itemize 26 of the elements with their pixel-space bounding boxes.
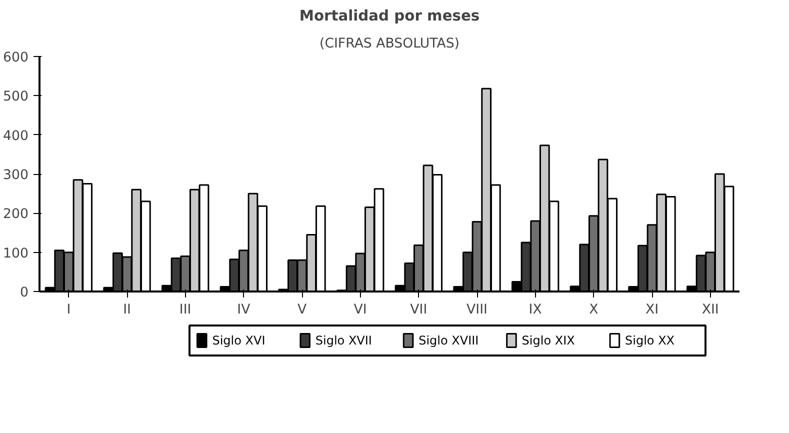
x-tick-label: IX <box>528 302 542 318</box>
legend-label: Siglo XVIII <box>418 334 479 348</box>
x-tick-label: X <box>589 302 598 318</box>
x-tick-label: VIII <box>466 302 488 318</box>
y-tick-label: 600 <box>3 50 29 66</box>
x-tick-label: VII <box>410 302 428 318</box>
x-tick-label: V <box>297 302 307 318</box>
chart-title: Mortalidad por meses <box>299 8 480 24</box>
y-tick-label: 100 <box>3 246 29 262</box>
x-tick-label: II <box>123 302 131 318</box>
y-tick-label: 0 <box>20 286 29 300</box>
legend-label: Siglo XIX <box>522 334 575 348</box>
x-tick-label: XI <box>645 302 659 318</box>
y-tick-label: 200 <box>3 207 29 222</box>
chart-subtitle: (CIFRAS ABSOLUTAS) <box>319 36 460 52</box>
y-tick-label: 500 <box>3 90 29 105</box>
x-tick-label: I <box>66 302 71 318</box>
y-tick-label: 400 <box>3 128 29 144</box>
x-tick-label: III <box>179 302 192 318</box>
legend-label: Siglo XX <box>625 334 675 348</box>
x-tick-label: XII <box>702 302 719 318</box>
legend-label: Siglo XVI <box>212 334 266 348</box>
x-tick-label: VI <box>354 302 367 318</box>
legend-label: Siglo XVII <box>315 334 372 348</box>
y-tick-label: 300 <box>3 168 29 183</box>
x-tick-label: IV <box>237 302 250 318</box>
